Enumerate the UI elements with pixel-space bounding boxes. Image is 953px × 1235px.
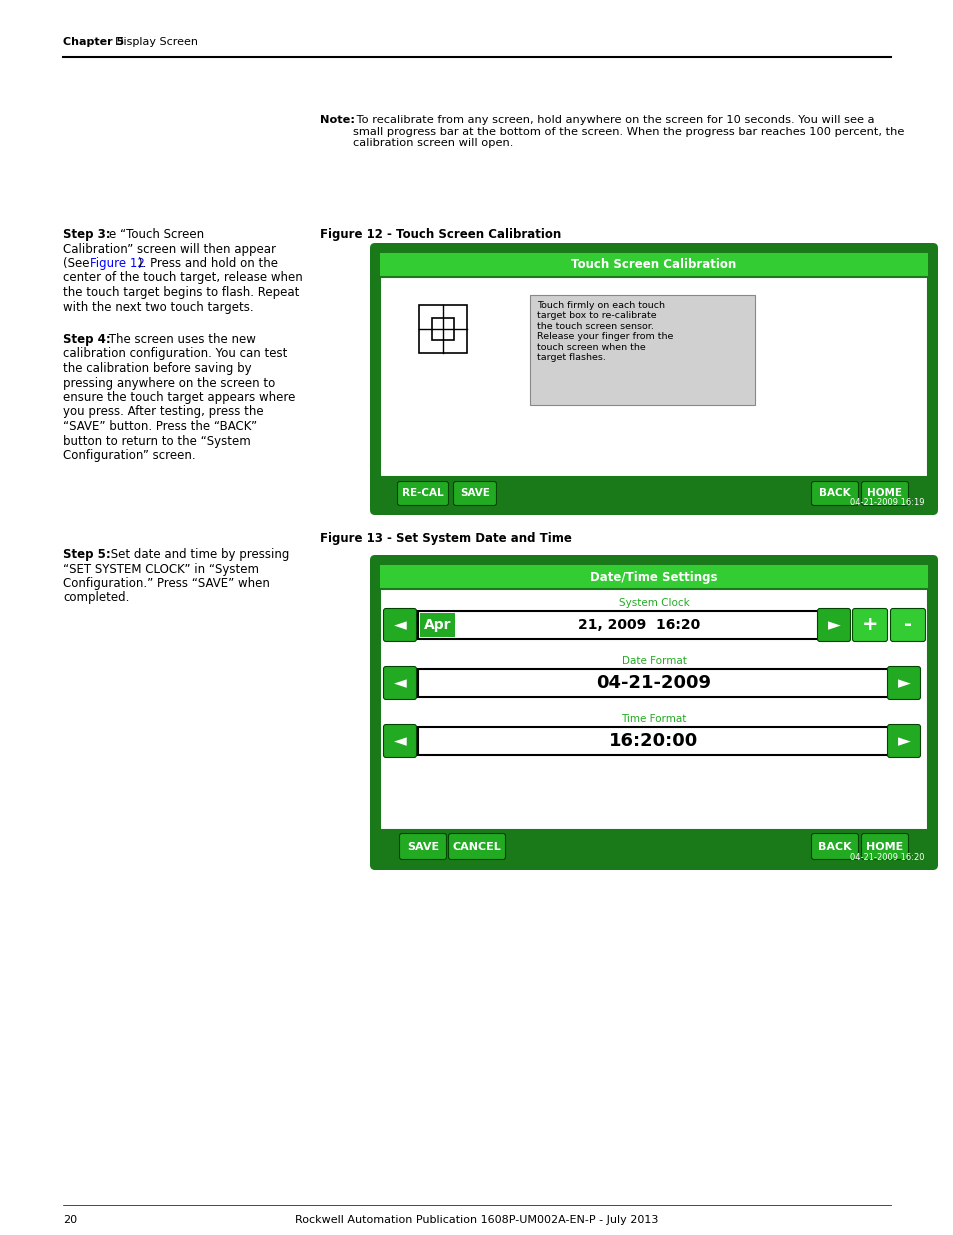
Text: To recalibrate from any screen, hold anywhere on the screen for 10 seconds. You : To recalibrate from any screen, hold any…: [353, 115, 903, 148]
Text: calibration configuration. You can test: calibration configuration. You can test: [63, 347, 287, 361]
Text: 04-21-2009 16:20: 04-21-2009 16:20: [850, 853, 924, 862]
Text: the calibration before saving by: the calibration before saving by: [63, 362, 252, 375]
FancyBboxPatch shape: [817, 609, 850, 641]
FancyBboxPatch shape: [397, 482, 448, 505]
FancyBboxPatch shape: [453, 482, 496, 505]
FancyBboxPatch shape: [383, 725, 416, 757]
Text: ◄: ◄: [394, 616, 406, 634]
Text: System Clock: System Clock: [618, 598, 689, 608]
Text: Figure 12: Figure 12: [90, 257, 145, 270]
Bar: [379, 564, 927, 589]
Text: BACK: BACK: [819, 489, 850, 499]
Text: ◄: ◄: [394, 674, 406, 692]
FancyBboxPatch shape: [399, 834, 446, 860]
Text: “SAVE” button. Press the “BACK”: “SAVE” button. Press the “BACK”: [63, 420, 257, 433]
Text: Chapter 5: Chapter 5: [63, 37, 124, 47]
Text: Configuration.” Press “SAVE” when: Configuration.” Press “SAVE” when: [63, 577, 270, 590]
Bar: [379, 589, 927, 830]
Text: SAVE: SAVE: [407, 841, 438, 851]
Text: (See: (See: [63, 257, 93, 270]
Text: ensure the touch target appears where: ensure the touch target appears where: [63, 391, 295, 404]
FancyBboxPatch shape: [861, 482, 907, 505]
Text: Calibration” screen will then appear: Calibration” screen will then appear: [63, 242, 275, 256]
Text: completed.: completed.: [63, 592, 130, 604]
Text: ►: ►: [897, 732, 909, 750]
Bar: [419, 613, 455, 637]
Text: ►: ►: [897, 674, 909, 692]
Text: Set date and time by pressing: Set date and time by pressing: [107, 548, 289, 561]
Bar: [417, 727, 889, 755]
Text: 04-21-2009 16:19: 04-21-2009 16:19: [850, 498, 924, 508]
Text: RE-CAL: RE-CAL: [402, 489, 443, 499]
Text: Touch Screen Calibration: Touch Screen Calibration: [571, 258, 736, 272]
Text: Rockwell Automation Publication 1608P-UM002A-EN-P - July 2013: Rockwell Automation Publication 1608P-UM…: [295, 1215, 658, 1225]
Text: Apr: Apr: [423, 618, 451, 632]
FancyBboxPatch shape: [889, 609, 924, 641]
Text: Figure 12 - Touch Screen Calibration: Figure 12 - Touch Screen Calibration: [319, 228, 560, 241]
Text: Time Format: Time Format: [620, 714, 686, 724]
Text: the touch target begins to flash. Repeat: the touch target begins to flash. Repeat: [63, 287, 299, 299]
Text: 21, 2009  16:20: 21, 2009 16:20: [578, 618, 700, 632]
Text: Step 5:: Step 5:: [63, 548, 114, 561]
Text: BACK: BACK: [818, 841, 851, 851]
Bar: [417, 611, 820, 638]
Text: 20: 20: [63, 1215, 77, 1225]
FancyBboxPatch shape: [811, 834, 858, 860]
Text: SAVE: SAVE: [459, 489, 490, 499]
Text: ◄: ◄: [394, 732, 406, 750]
Text: “SET SYSTEM CLOCK” in “System: “SET SYSTEM CLOCK” in “System: [63, 562, 258, 576]
Bar: [379, 832, 927, 860]
Text: button to return to the “System: button to return to the “System: [63, 435, 251, 447]
FancyBboxPatch shape: [370, 555, 937, 869]
Text: pressing anywhere on the screen to: pressing anywhere on the screen to: [63, 377, 275, 389]
Text: Display Screen: Display Screen: [115, 37, 198, 47]
Bar: [379, 482, 927, 505]
Bar: [379, 277, 927, 477]
Text: 04-21-2009: 04-21-2009: [596, 674, 711, 692]
Bar: [432, 319, 454, 340]
Text: +: +: [861, 615, 878, 635]
Text: HOME: HOME: [866, 489, 902, 499]
Text: -: -: [903, 615, 911, 635]
FancyBboxPatch shape: [370, 243, 937, 515]
Text: Date/Time Settings: Date/Time Settings: [590, 571, 717, 583]
Text: Configuration” screen.: Configuration” screen.: [63, 450, 195, 462]
Text: The screen uses the new: The screen uses the new: [105, 333, 255, 346]
Bar: [530, 295, 754, 405]
Text: Note:: Note:: [319, 115, 355, 125]
Text: ►: ►: [827, 616, 840, 634]
FancyBboxPatch shape: [886, 725, 920, 757]
Bar: [417, 669, 889, 697]
Bar: [379, 253, 927, 277]
Text: 16:20:00: 16:20:00: [609, 732, 698, 750]
FancyBboxPatch shape: [886, 667, 920, 699]
Text: ). Press and hold on the: ). Press and hold on the: [138, 257, 277, 270]
Bar: [418, 305, 467, 353]
FancyBboxPatch shape: [383, 609, 416, 641]
FancyBboxPatch shape: [852, 609, 886, 641]
Text: center of the touch target, release when: center of the touch target, release when: [63, 272, 302, 284]
FancyBboxPatch shape: [811, 482, 858, 505]
Text: Touch firmly on each touch
target box to re-calibrate
the touch screen sensor.
R: Touch firmly on each touch target box to…: [537, 301, 673, 362]
Text: Step 4:: Step 4:: [63, 333, 111, 346]
FancyBboxPatch shape: [448, 834, 505, 860]
Text: HOME: HOME: [865, 841, 902, 851]
Text: Step 3:: Step 3:: [63, 228, 114, 241]
Text: you press. After testing, press the: you press. After testing, press the: [63, 405, 263, 419]
FancyBboxPatch shape: [383, 667, 416, 699]
Text: Date Format: Date Format: [621, 656, 686, 666]
Text: CANCEL: CANCEL: [452, 841, 501, 851]
Text: Figure 13 - Set System Date and Time: Figure 13 - Set System Date and Time: [319, 532, 571, 545]
Text: with the next two touch targets.: with the next two touch targets.: [63, 300, 253, 314]
FancyBboxPatch shape: [861, 834, 907, 860]
Text: e “Touch Screen: e “Touch Screen: [109, 228, 204, 241]
